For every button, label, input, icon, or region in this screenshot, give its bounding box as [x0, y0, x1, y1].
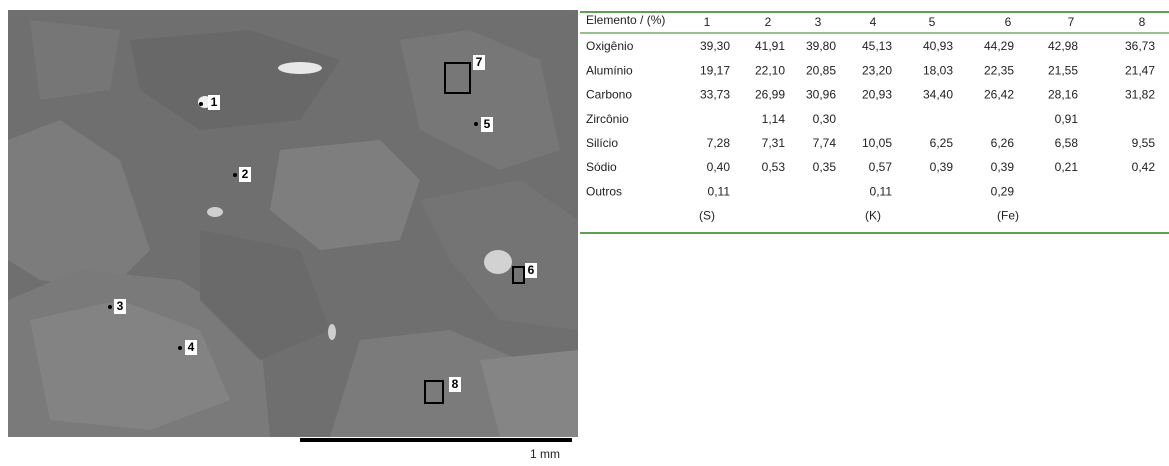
table-cell: 34,40	[923, 88, 953, 102]
table-cell: 39,80	[806, 39, 836, 53]
row-label: Sódio	[586, 160, 617, 174]
table-cell: 42,98	[1048, 39, 1078, 53]
marker-label: 3	[117, 299, 124, 313]
table-cell: 33,73	[700, 88, 730, 102]
table-cell: 21,55	[1048, 63, 1078, 77]
table-cell: 19,17	[700, 63, 730, 77]
table-cell: 23,20	[862, 63, 892, 77]
table-cell: 31,82	[1125, 88, 1155, 102]
table-cell: 0,40	[707, 160, 731, 174]
table-cell: 0,39	[930, 160, 954, 174]
table-cell: 9,55	[1132, 136, 1156, 150]
table-cell: 28,16	[1048, 88, 1078, 102]
table-cell: 26,99	[755, 88, 785, 102]
table-cell: 0,29	[991, 184, 1015, 198]
table-cell: 0,35	[813, 160, 837, 174]
table-cell: 20,93	[862, 88, 892, 102]
header-cell: 1	[704, 15, 711, 29]
marker-label: 8	[452, 377, 459, 391]
header-cell: 8	[1139, 15, 1146, 29]
row-label: Zircônio	[586, 112, 629, 126]
table-cell: 18,03	[923, 63, 953, 77]
marker-label: 4	[188, 340, 195, 354]
marker-label: 7	[476, 55, 483, 69]
table-cell: 6,25	[930, 136, 954, 150]
table-cell: 26,42	[984, 88, 1014, 102]
figure: 1 2 3 4 5 6 7 8 1 mm Elemento / (%)12345…	[0, 0, 1169, 461]
table-cell: 7,28	[707, 136, 731, 150]
table-cell: 10,05	[862, 136, 892, 150]
table-cell: 0,42	[1132, 160, 1156, 174]
row-label: Carbono	[586, 88, 632, 102]
table-cell: 0,21	[1055, 160, 1079, 174]
marker-label: 5	[484, 117, 491, 131]
table-cell: 6,58	[1055, 136, 1079, 150]
header-cell: 2	[765, 15, 772, 29]
table-cell: (S)	[699, 209, 715, 223]
table-cell: 30,96	[806, 88, 836, 102]
row-label: Oxigênio	[586, 39, 634, 53]
table-cell: 22,10	[755, 63, 785, 77]
table-cell: 0,11	[870, 184, 893, 198]
scale-label: 1 mm	[530, 447, 560, 461]
page: 1 2 3 4 5 6 7 8 1 mm Elemento / (%)12345…	[0, 0, 1169, 461]
table-cell: 0,11	[708, 184, 731, 198]
header-cell: Elemento / (%)	[586, 13, 665, 27]
table-cell: 22,35	[984, 63, 1014, 77]
header-cell: 4	[870, 15, 877, 29]
table-cell: 45,13	[862, 39, 892, 53]
row-label: Outros	[586, 184, 622, 198]
table-cell: 0,39	[991, 160, 1015, 174]
table-cell: 39,30	[700, 39, 730, 53]
header-cell: 6	[1005, 15, 1012, 29]
table-cell: 0,30	[813, 112, 837, 126]
marker-label: 1	[211, 95, 218, 109]
header-cell: 5	[929, 15, 936, 29]
table-cell: 20,85	[806, 63, 836, 77]
table-cell: 0,57	[869, 160, 893, 174]
marker-label: 2	[242, 167, 249, 181]
table-cell: 0,91	[1055, 112, 1079, 126]
row-label: Silício	[586, 136, 618, 150]
table-cell: 0,53	[762, 160, 786, 174]
table-cell: 7,74	[813, 136, 837, 150]
table-cell: 7,31	[762, 136, 786, 150]
row-label: Alumínio	[586, 63, 633, 77]
table-cell: (Fe)	[997, 209, 1019, 223]
table-cell: 40,93	[923, 39, 953, 53]
table-cell: 41,91	[755, 39, 785, 53]
header-cell: 3	[815, 15, 822, 29]
table-cell: 36,73	[1125, 39, 1155, 53]
table-cell: 21,47	[1125, 63, 1155, 77]
table-cell: 1,14	[762, 112, 786, 126]
marker-label: 6	[528, 263, 535, 277]
table-cell: (K)	[865, 209, 881, 223]
table-cell: 44,29	[984, 39, 1014, 53]
sem-image	[8, 10, 578, 437]
header-cell: 7	[1068, 15, 1075, 29]
scale-bar	[300, 438, 572, 442]
table-cell: 6,26	[991, 136, 1015, 150]
